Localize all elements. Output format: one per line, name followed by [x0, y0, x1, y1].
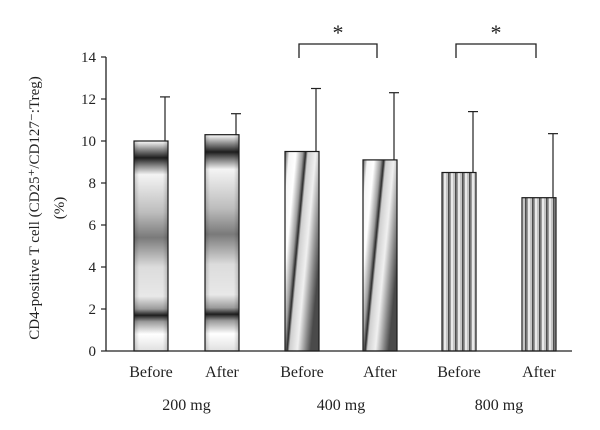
significance-bracket: [298, 43, 378, 58]
y-axis-label: CD4-positive T cell (CD25⁺/CD127⁻:Treg): [27, 76, 43, 339]
y-tick-label: 4: [89, 260, 97, 276]
y-tick-label: 2: [89, 302, 97, 318]
bar: [362, 159, 398, 352]
y-axis: 0 2 4 6 8 10 12 14: [81, 50, 572, 360]
significance-marker: *: [491, 20, 502, 45]
bar-shading: [205, 134, 239, 351]
significance-bracket: [455, 43, 537, 58]
category-label: After: [205, 364, 239, 381]
bar: [521, 197, 557, 352]
y-tick-label: 0: [89, 344, 97, 360]
category-label: Before: [437, 364, 481, 381]
significance-marker: *: [333, 20, 344, 45]
y-axis-unit-label: (%): [52, 197, 68, 220]
y-tick-label: 8: [89, 176, 97, 192]
category-label: After: [363, 364, 397, 381]
y-tick-label: 14: [81, 50, 97, 66]
bar-shading: [134, 141, 168, 351]
category-label: Before: [129, 364, 173, 381]
y-tick-label: 10: [81, 134, 96, 150]
category-label: After: [522, 364, 556, 381]
group-label: 200 mg: [162, 397, 210, 414]
group-label: 800 mg: [475, 397, 523, 414]
bar: [284, 150, 320, 352]
y-tick-label: 12: [81, 92, 96, 108]
plot-area: Before After Before After Before After 200 mg 4…: [129, 20, 558, 414]
bar: [441, 171, 477, 352]
category-label: Before: [280, 364, 324, 381]
group-label: 400 mg: [317, 397, 365, 414]
y-tick-label: 6: [89, 218, 97, 234]
